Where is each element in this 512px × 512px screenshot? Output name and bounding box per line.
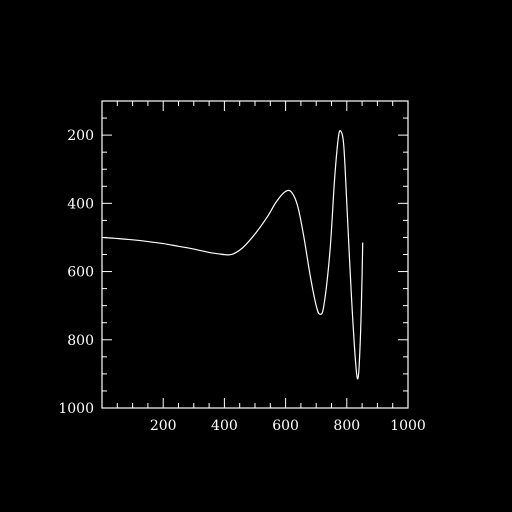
x-tick-label: 800 bbox=[333, 418, 360, 434]
y-tick-label: 1000 bbox=[58, 401, 94, 417]
y-tick-label: 400 bbox=[67, 196, 94, 212]
y-tick-label: 200 bbox=[67, 128, 94, 144]
x-tick-label: 600 bbox=[272, 418, 299, 434]
x-tick-label: 1000 bbox=[390, 418, 426, 434]
x-tick-label: 400 bbox=[211, 418, 238, 434]
y-tick-label: 800 bbox=[67, 333, 94, 349]
axis-tick-labels: 200 400 600 800 1000 200 400 600 800 1000 bbox=[58, 128, 425, 434]
data-line bbox=[101, 129, 364, 380]
y-tick-label: 600 bbox=[67, 265, 94, 281]
x-tick-label: 200 bbox=[150, 418, 177, 434]
